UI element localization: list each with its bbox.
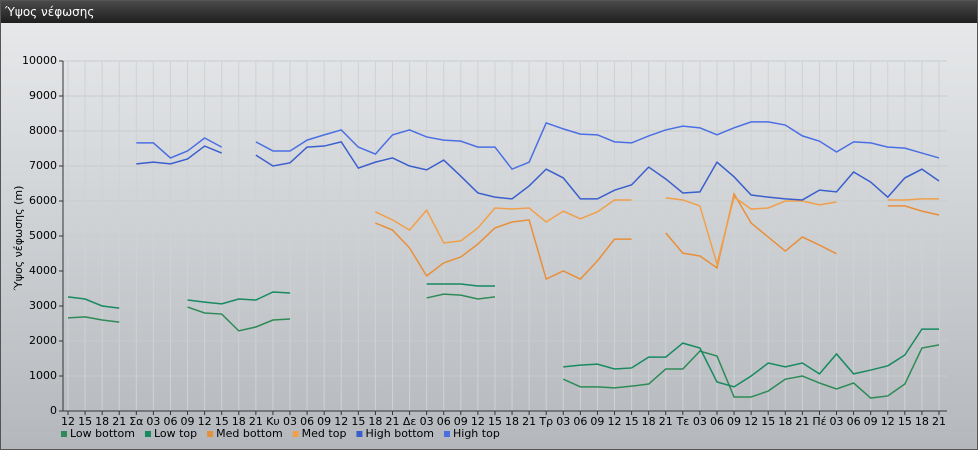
x-tick-label: 12 <box>61 415 75 428</box>
x-tick-label: 18 <box>232 415 246 428</box>
chart: Ύψος νέφωσης (m) 0 1000 2000 3000 4000 5000 60… <box>1 23 977 449</box>
y-tick-label: 9000 <box>29 89 57 102</box>
legend-label: Low top <box>154 427 197 440</box>
x-tick-label: 12 <box>471 415 485 428</box>
x-tick-label: 15 <box>898 415 912 428</box>
x-tick-label: 21 <box>932 415 946 428</box>
x-tick-label: 06 <box>437 415 451 428</box>
x-tick-label: Τε <box>675 415 689 428</box>
legend-swatch <box>207 431 214 437</box>
series-line <box>375 195 939 267</box>
legend-label: Med top <box>302 427 347 440</box>
x-tick-label: 18 <box>778 415 792 428</box>
legend-swatch <box>292 431 299 437</box>
y-tick-label: 6000 <box>29 194 57 207</box>
x-tick-label: 12 <box>198 415 212 428</box>
x-tick-label: 21 <box>659 415 673 428</box>
x-tick-label: 15 <box>488 415 502 428</box>
y-tick-label: 8000 <box>29 124 57 137</box>
y-tick-label: 0 <box>50 404 57 417</box>
x-tick-label: 18 <box>368 415 382 428</box>
x-tick-label: 03 <box>420 415 434 428</box>
y-tick-label: 4000 <box>29 264 57 277</box>
series-line <box>67 293 940 399</box>
legend-label: Low bottom <box>70 427 135 440</box>
y-tick-label: 3000 <box>29 299 57 312</box>
x-tick-label: Τρ <box>538 415 553 428</box>
x-tick-label: 18 <box>915 415 929 428</box>
x-tick-label: 15 <box>761 415 775 428</box>
x-tick-label: Κυ <box>266 415 280 428</box>
x-tick-label: 03 <box>830 415 844 428</box>
x-tick-label: 18 <box>642 415 656 428</box>
x-tick-label: 18 <box>95 415 109 428</box>
x-tick-label: 09 <box>590 415 604 428</box>
x-tick-label: 12 <box>881 415 895 428</box>
y-tick-label: 7000 <box>29 159 57 172</box>
series-line <box>375 191 940 281</box>
x-tick-label: 15 <box>78 415 92 428</box>
x-tick-label: 06 <box>710 415 724 428</box>
x-tick-label: 09 <box>181 415 195 428</box>
x-tick-label: 03 <box>693 415 707 428</box>
x-tick-label: 18 <box>505 415 519 428</box>
series-line <box>136 121 940 171</box>
legend-label: High bottom <box>365 427 434 440</box>
x-tick-label: 06 <box>163 415 177 428</box>
x-tick-label: 06 <box>300 415 314 428</box>
y-tick-label: 10000 <box>22 54 57 67</box>
legend-label: High top <box>453 427 500 440</box>
y-tick-label: 1000 <box>29 369 57 382</box>
y-tick-label: 5000 <box>29 229 57 242</box>
x-tick-label: 21 <box>112 415 126 428</box>
x-tick-label: 06 <box>847 415 861 428</box>
x-tick-label: 21 <box>385 415 399 428</box>
x-tick-label: 09 <box>317 415 331 428</box>
legend-label: Med bottom <box>216 427 283 440</box>
x-tick-label: 12 <box>744 415 758 428</box>
x-tick-label: 15 <box>625 415 639 428</box>
x-tick-label: 03 <box>146 415 160 428</box>
title-bar: Ύψος νέφωσης <box>1 1 977 23</box>
x-tick-label: Δε <box>403 415 417 428</box>
x-tick-label: Πέ <box>812 415 826 428</box>
legend-swatch <box>356 431 363 437</box>
series-line <box>136 140 940 201</box>
legend-swatch <box>144 431 151 437</box>
x-tick-label: 06 <box>573 415 587 428</box>
x-tick-label: 21 <box>795 415 809 428</box>
x-tick-label: 21 <box>249 415 263 428</box>
legend-swatch <box>444 431 450 437</box>
x-tick-label: 03 <box>283 415 297 428</box>
x-tick-label: 09 <box>727 415 741 428</box>
y-tick-label: 2000 <box>29 334 57 347</box>
series-line <box>67 283 939 388</box>
x-tick-label: 12 <box>608 415 622 428</box>
legend-swatch <box>61 431 67 437</box>
x-tick-label: 15 <box>351 415 365 428</box>
x-tick-label: 09 <box>454 415 468 428</box>
x-tick-label: 21 <box>522 415 536 428</box>
x-tick-label: 12 <box>334 415 348 428</box>
x-tick-label: 15 <box>215 415 229 428</box>
x-tick-label: Σα <box>129 415 143 428</box>
x-tick-label: 03 <box>556 415 570 428</box>
y-axis-label: Ύψος νέφωσης (m) <box>12 186 25 292</box>
x-tick-label: 09 <box>864 415 878 428</box>
